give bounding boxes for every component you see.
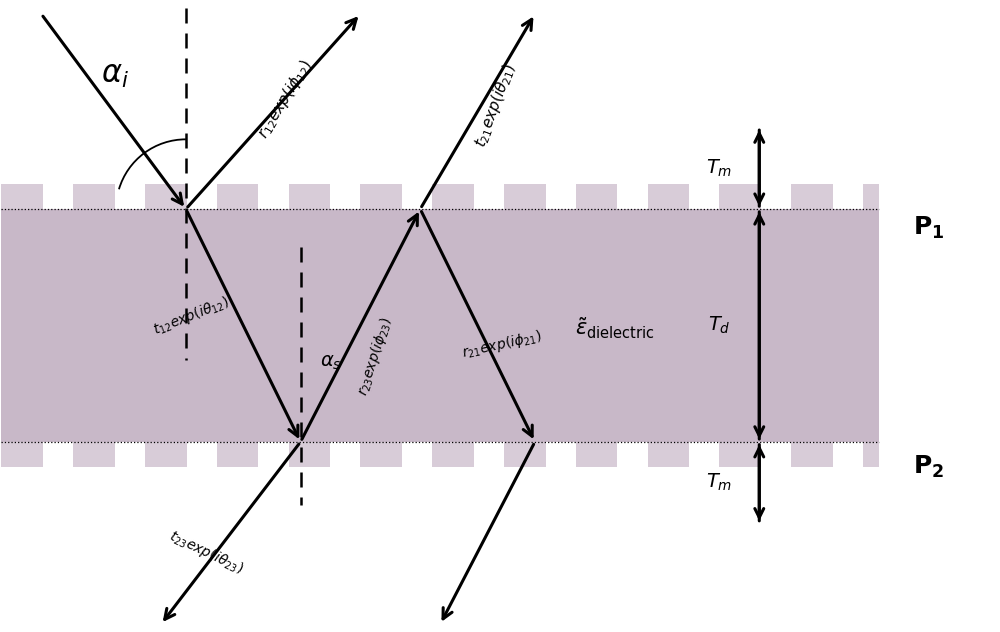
Bar (217, 184, 258, 209)
Bar (1, 209, 879, 442)
Bar (432, 442, 474, 467)
Bar (648, 184, 689, 209)
Bar (863, 442, 879, 467)
Text: $T_m$: $T_m$ (706, 157, 733, 179)
Bar (719, 184, 761, 209)
Text: $\alpha_s$: $\alpha_s$ (320, 353, 342, 372)
Bar (73, 442, 115, 467)
Bar (217, 442, 258, 467)
Bar (289, 184, 330, 209)
Bar (504, 184, 546, 209)
Bar (1, 184, 43, 209)
Bar (289, 442, 330, 467)
Text: $\tilde{\varepsilon}_{\mathrm{dielectric}}$: $\tilde{\varepsilon}_{\mathrm{dielectric… (575, 316, 655, 341)
Bar (145, 442, 187, 467)
Bar (791, 442, 833, 467)
Text: $T_d$: $T_d$ (708, 315, 731, 336)
Bar (576, 184, 617, 209)
Text: $r_{12}exp(i\phi_{12})$: $r_{12}exp(i\phi_{12})$ (254, 56, 317, 142)
Bar (432, 184, 474, 209)
Bar (504, 442, 546, 467)
Bar (360, 184, 402, 209)
Text: $t_{23}exp(i\theta_{23})$: $t_{23}exp(i\theta_{23})$ (166, 526, 246, 578)
Bar (791, 184, 833, 209)
Text: $T_m$: $T_m$ (706, 472, 733, 494)
Bar (648, 442, 689, 467)
Text: $\mathbf{P_1}$: $\mathbf{P_1}$ (913, 215, 945, 241)
Text: $r_{21}exp(i\phi_{21})$: $r_{21}exp(i\phi_{21})$ (460, 327, 544, 362)
Text: $\alpha_i$: $\alpha_i$ (101, 61, 129, 90)
Bar (863, 184, 879, 209)
Bar (1, 442, 43, 467)
Bar (576, 442, 617, 467)
Text: $\mathbf{P_2}$: $\mathbf{P_2}$ (913, 454, 944, 480)
Text: $r_{23}exp(i\phi_{23})$: $r_{23}exp(i\phi_{23})$ (354, 315, 396, 398)
Bar (719, 442, 761, 467)
Bar (73, 184, 115, 209)
Bar (145, 184, 187, 209)
Text: $t_{21}exp(i\theta_{21})$: $t_{21}exp(i\theta_{21})$ (471, 61, 519, 150)
Bar (360, 442, 402, 467)
Text: $t_{12}exp(i\theta_{12})$: $t_{12}exp(i\theta_{12})$ (150, 293, 232, 339)
